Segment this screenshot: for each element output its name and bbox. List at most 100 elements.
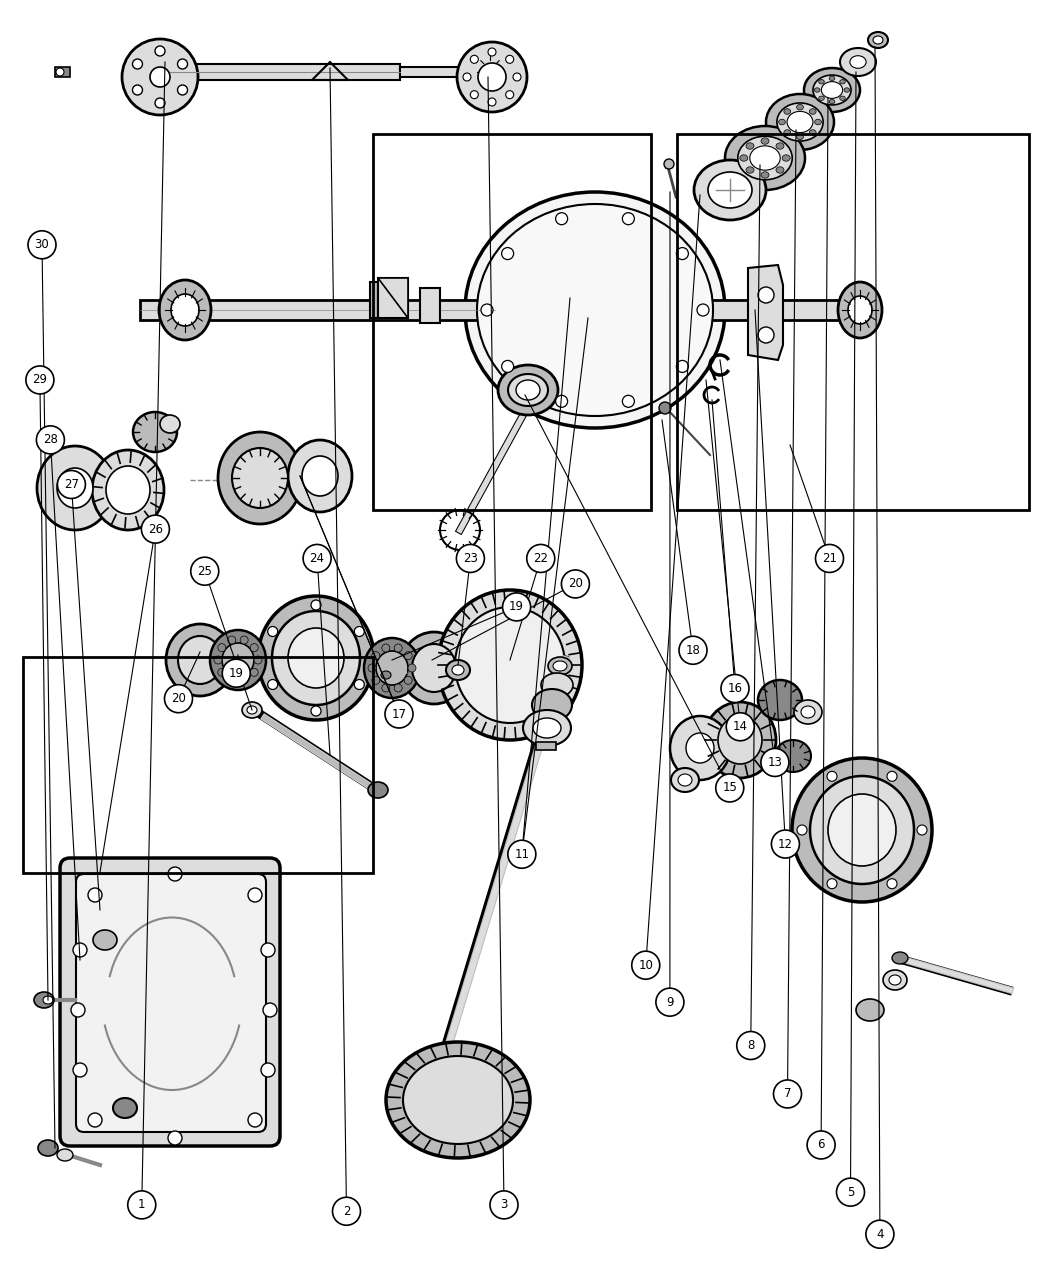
Ellipse shape <box>400 632 468 704</box>
Ellipse shape <box>452 666 464 674</box>
Circle shape <box>223 659 250 687</box>
Circle shape <box>837 1178 864 1206</box>
Circle shape <box>142 515 169 543</box>
Ellipse shape <box>217 644 226 652</box>
Ellipse shape <box>37 446 113 530</box>
Circle shape <box>562 570 589 598</box>
Text: 29: 29 <box>33 374 47 386</box>
Ellipse shape <box>810 776 914 884</box>
Ellipse shape <box>488 98 496 106</box>
Ellipse shape <box>784 108 791 115</box>
Ellipse shape <box>381 671 391 680</box>
Ellipse shape <box>132 59 143 69</box>
Ellipse shape <box>840 96 845 101</box>
Ellipse shape <box>302 456 338 496</box>
Ellipse shape <box>268 680 277 690</box>
Ellipse shape <box>288 629 344 689</box>
Ellipse shape <box>775 740 811 771</box>
Ellipse shape <box>372 676 380 685</box>
Ellipse shape <box>168 867 182 881</box>
Ellipse shape <box>382 644 390 652</box>
Ellipse shape <box>887 771 897 782</box>
Ellipse shape <box>463 73 471 82</box>
Text: 24: 24 <box>310 552 324 565</box>
Ellipse shape <box>761 138 769 144</box>
Ellipse shape <box>248 1113 262 1127</box>
Ellipse shape <box>671 768 699 792</box>
Circle shape <box>772 830 799 858</box>
Text: 22: 22 <box>533 552 548 565</box>
Ellipse shape <box>240 676 248 683</box>
Ellipse shape <box>555 395 568 407</box>
Ellipse shape <box>838 282 882 338</box>
Ellipse shape <box>840 79 845 84</box>
Circle shape <box>490 1191 518 1219</box>
Text: 1: 1 <box>138 1198 146 1211</box>
Ellipse shape <box>746 143 754 149</box>
Ellipse shape <box>782 154 791 161</box>
Ellipse shape <box>178 636 222 683</box>
Ellipse shape <box>844 88 849 92</box>
Text: 18: 18 <box>686 644 700 657</box>
Text: 8: 8 <box>747 1039 755 1052</box>
Circle shape <box>37 426 64 454</box>
Ellipse shape <box>382 683 390 692</box>
Ellipse shape <box>113 1098 136 1118</box>
Circle shape <box>727 713 754 741</box>
Ellipse shape <box>412 644 456 692</box>
Circle shape <box>457 544 484 572</box>
Ellipse shape <box>758 326 774 343</box>
Ellipse shape <box>813 75 852 105</box>
Ellipse shape <box>56 68 64 76</box>
Ellipse shape <box>523 710 571 746</box>
Ellipse shape <box>354 626 364 636</box>
Bar <box>536 742 556 750</box>
Ellipse shape <box>214 657 222 664</box>
Ellipse shape <box>470 55 479 64</box>
Circle shape <box>774 1080 801 1108</box>
Bar <box>23 657 373 873</box>
Ellipse shape <box>155 98 165 108</box>
Ellipse shape <box>828 794 896 866</box>
Bar <box>695 300 870 320</box>
Ellipse shape <box>856 1000 884 1021</box>
Text: 14: 14 <box>733 720 748 733</box>
Ellipse shape <box>830 76 835 80</box>
Ellipse shape <box>132 85 143 96</box>
Ellipse shape <box>502 247 513 260</box>
Ellipse shape <box>150 68 170 87</box>
Circle shape <box>527 544 554 572</box>
Bar <box>378 278 408 317</box>
Ellipse shape <box>34 992 54 1009</box>
Ellipse shape <box>404 652 413 659</box>
Ellipse shape <box>446 660 470 680</box>
Ellipse shape <box>815 88 820 92</box>
Text: 27: 27 <box>64 478 79 491</box>
Ellipse shape <box>506 91 513 98</box>
Ellipse shape <box>222 643 254 677</box>
Ellipse shape <box>777 103 823 142</box>
Ellipse shape <box>827 771 837 782</box>
Ellipse shape <box>457 42 527 112</box>
Ellipse shape <box>533 718 561 738</box>
Ellipse shape <box>106 465 150 514</box>
Ellipse shape <box>819 96 824 101</box>
Circle shape <box>333 1197 360 1225</box>
Ellipse shape <box>676 247 689 260</box>
Ellipse shape <box>93 929 117 950</box>
Ellipse shape <box>708 172 752 208</box>
Ellipse shape <box>177 59 188 69</box>
Circle shape <box>385 700 413 728</box>
Ellipse shape <box>724 126 805 190</box>
Text: 4: 4 <box>876 1228 884 1241</box>
Ellipse shape <box>849 56 866 69</box>
Ellipse shape <box>368 664 376 672</box>
Ellipse shape <box>57 468 93 507</box>
Bar <box>373 134 651 510</box>
Ellipse shape <box>408 664 416 672</box>
Circle shape <box>303 544 331 572</box>
Ellipse shape <box>438 590 582 740</box>
Ellipse shape <box>177 85 188 96</box>
Ellipse shape <box>704 703 776 778</box>
Ellipse shape <box>74 944 87 958</box>
